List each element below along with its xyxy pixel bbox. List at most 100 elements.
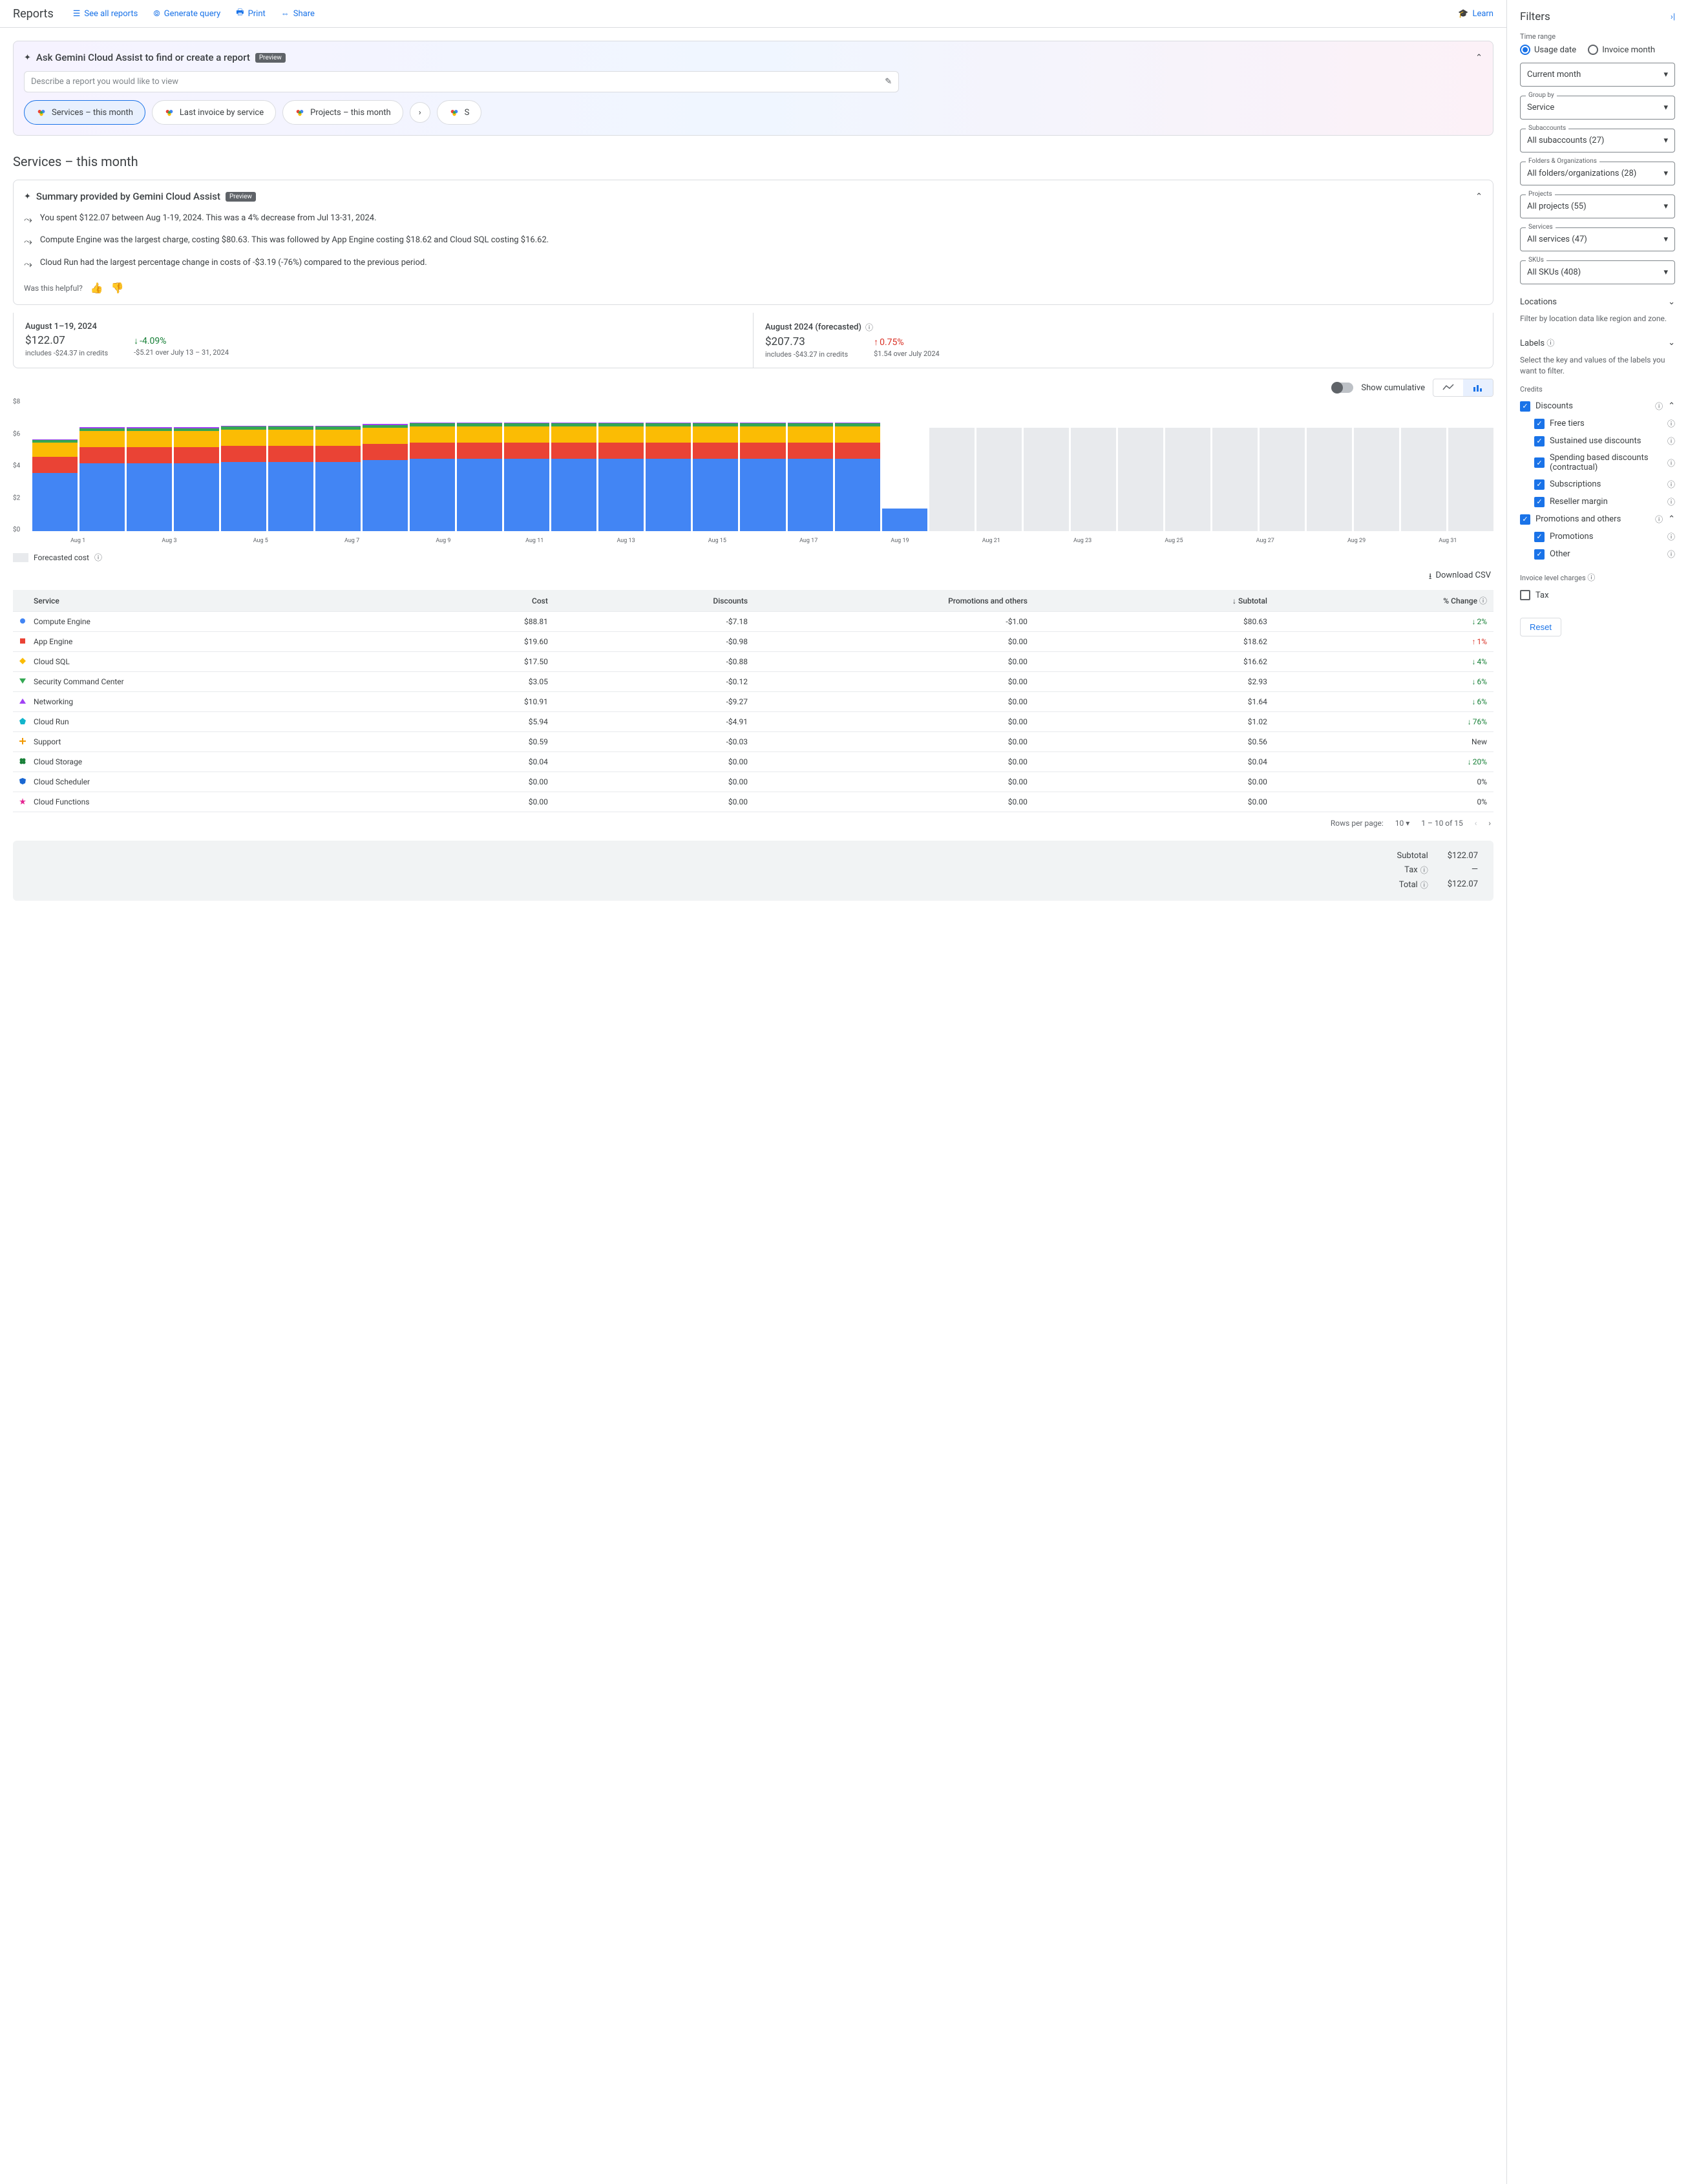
chart-bar[interactable] [551,402,596,531]
chart-bar[interactable] [32,402,78,531]
thumbs-down-icon[interactable]: 👎 [111,282,124,294]
th-promo[interactable]: Promotions and others [750,596,1030,605]
download-csv-button[interactable]: ⭳Download CSV [16,571,1491,585]
bar-chart-button[interactable] [1463,379,1493,396]
chip-scroll-right[interactable]: › [410,102,430,123]
folders-select[interactable]: Folders & OrganizationsAll folders/organ… [1520,162,1675,185]
subaccounts-select[interactable]: SubaccountsAll subaccounts (27)▾ [1520,129,1675,152]
expand-sidebar-icon[interactable]: ›| [1671,12,1675,22]
suggestion-chip[interactable]: S [437,100,482,125]
table-row[interactable]: Cloud Storage$0.04$0.00$0.00$0.04↓ 20% [13,752,1493,772]
collapse-icon[interactable]: ⌃ [1475,53,1482,63]
chart-bar[interactable] [315,402,361,531]
pager-prev-icon[interactable]: ‹ [1475,819,1477,828]
table-row[interactable]: Cloud SQL$17.50-$0.88$0.00$16.62↓ 4% [13,652,1493,672]
pager-next-icon[interactable]: › [1488,819,1491,828]
table-row[interactable]: Support$0.59-$0.03$0.00$0.56New [13,732,1493,752]
promotions-check[interactable]: ✓Promotionsⓘ [1520,528,1675,545]
chart-area: Show cumulative Aug 1Aug 3Aug 5Aug 7Aug … [13,379,1493,544]
sustained-check[interactable]: ✓Sustained use discountsⓘ [1520,432,1675,450]
chart-bar[interactable] [693,402,738,531]
tax-check[interactable]: Tax [1520,587,1675,604]
see-all-reports-link[interactable]: ☰See all reports [73,6,138,21]
suggestion-chip[interactable]: Last invoice by service [152,100,276,125]
th-cost[interactable]: Cost [351,596,551,605]
labels-expand[interactable]: Labels ⓘ⌄ [1520,333,1675,352]
rpp-select[interactable]: 10 ▾ [1395,819,1410,828]
generate-query-link[interactable]: ⦾Generate query [153,6,220,21]
table-row[interactable]: Cloud Scheduler$0.00$0.00$0.00$0.000% [13,772,1493,792]
chart-bar[interactable] [646,402,691,531]
table-row[interactable]: App Engine$19.60-$0.98$0.00$18.62↑ 1% [13,632,1493,652]
free-tiers-check[interactable]: ✓Free tiersⓘ [1520,415,1675,432]
chart-bar[interactable] [457,402,502,531]
th-change[interactable]: % Change ⓘ [1270,595,1490,606]
reset-button[interactable]: Reset [1520,618,1561,636]
th-discounts[interactable]: Discounts [551,596,750,605]
suggestion-chip[interactable]: Services – this month [24,100,145,125]
spending-check[interactable]: ✓Spending based discounts (contractual)ⓘ [1520,450,1675,476]
th-subtotal[interactable]: ↓ Subtotal [1030,596,1270,605]
share-link[interactable]: ⇔Share [281,6,315,21]
cell-subtotal: $0.00 [1030,797,1270,806]
skus-select[interactable]: SKUsAll SKUs (408)▾ [1520,260,1675,284]
thumbs-up-icon[interactable]: 👍 [90,282,103,294]
cell-change: ↓ 20% [1270,757,1490,766]
cell-promo: $0.00 [750,637,1030,646]
chart-bar[interactable] [410,402,455,531]
row-marker [17,637,31,646]
promotions-others-check[interactable]: ✓Promotions and othersⓘ⌃ [1520,510,1675,528]
cell-subtotal: $0.04 [1030,757,1270,766]
credits-label: Credits [1520,385,1675,394]
group-by-select[interactable]: Group byService▾ [1520,96,1675,120]
chart-bar[interactable] [882,402,927,531]
chart-bar[interactable] [221,402,266,531]
table-row[interactable]: Compute Engine$88.81-$7.18-$1.00$80.63↓ … [13,612,1493,632]
info-icon: ⓘ [1667,531,1675,542]
cell-discounts: -$4.91 [551,717,750,726]
table-row[interactable]: Security Command Center$3.05-$0.12$0.00$… [13,672,1493,692]
chart-bar[interactable] [174,402,219,531]
subscriptions-check[interactable]: ✓Subscriptionsⓘ [1520,476,1675,493]
chart-bar[interactable] [268,402,313,531]
cumulative-toggle[interactable] [1333,383,1353,393]
forecast-bar [976,402,1022,531]
cell-discounts: -$0.98 [551,637,750,646]
discounts-check[interactable]: ✓Discountsⓘ⌃ [1520,397,1675,415]
chart-bar[interactable] [788,402,833,531]
info-icon[interactable]: ⓘ [1420,879,1428,890]
info-icon: ⓘ [1667,496,1675,507]
chart-bar[interactable] [504,402,549,531]
gemini-input[interactable]: Describe a report you would like to view… [24,71,899,92]
locations-expand[interactable]: Locations⌄ [1520,293,1675,311]
line-chart-button[interactable] [1433,379,1463,396]
learn-link[interactable]: 🎓Learn [1458,6,1493,21]
usage-date-radio[interactable]: Usage date [1520,45,1576,55]
table-row[interactable]: Networking$10.91-$9.27$0.00$1.64↓ 6% [13,692,1493,712]
suggestion-chip[interactable]: Projects – this month [282,100,403,125]
services-select[interactable]: ServicesAll services (47)▾ [1520,227,1675,251]
projects-select[interactable]: ProjectsAll projects (55)▾ [1520,194,1675,218]
summary-bullet: Compute Engine was the largest charge, c… [40,235,549,249]
table-row[interactable]: Cloud Run$5.94-$4.91$0.00$1.02↓ 76% [13,712,1493,732]
chart-bar[interactable] [79,402,125,531]
reseller-check[interactable]: ✓Reseller marginⓘ [1520,493,1675,510]
forecast-swatch [13,553,28,562]
chart-bar[interactable] [127,402,172,531]
table-row[interactable]: Cloud Functions$0.00$0.00$0.00$0.000% [13,792,1493,812]
date-range-select[interactable]: Current month▾ [1520,63,1675,87]
other-check[interactable]: ✓Otherⓘ [1520,545,1675,563]
chart-bar[interactable] [835,402,880,531]
info-icon[interactable]: ⓘ [1420,865,1428,876]
info-icon[interactable]: ⓘ [865,322,873,333]
chart-bar[interactable] [363,402,408,531]
chart-bar[interactable] [598,402,644,531]
collapse-icon[interactable]: ⌃ [1475,192,1482,202]
chart-bar[interactable] [740,402,785,531]
th-service[interactable]: Service [31,596,351,605]
cell-cost: $88.81 [351,617,551,626]
print-link[interactable]: 🖶Print [236,6,265,21]
info-icon[interactable]: ⓘ [94,552,102,563]
invoice-month-radio[interactable]: Invoice month [1588,45,1655,55]
info-icon[interactable]: ⓘ [1587,573,1595,582]
